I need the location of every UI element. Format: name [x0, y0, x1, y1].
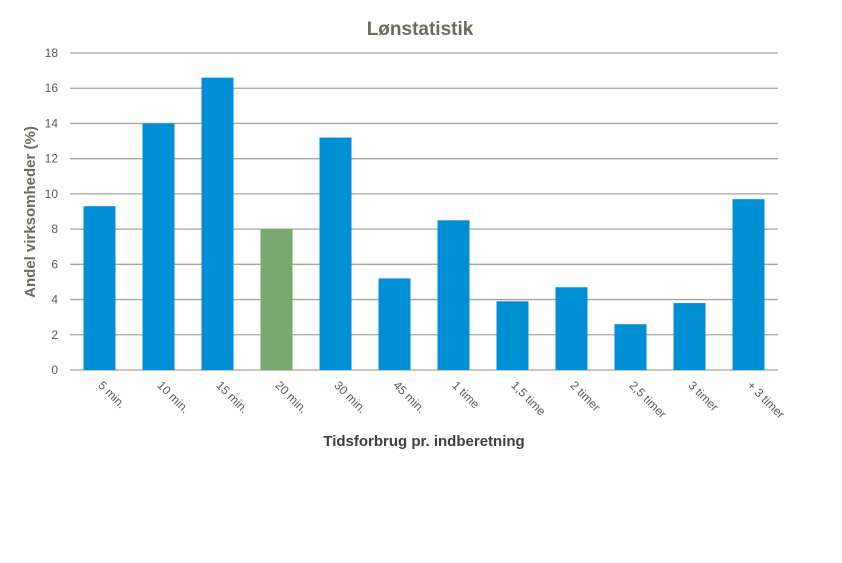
bar	[260, 229, 293, 370]
bar	[496, 301, 529, 370]
bar	[142, 123, 175, 370]
bar	[201, 77, 234, 371]
y-tick-label: 2	[51, 328, 58, 342]
y-axis-label: Andel virksomheder (%)	[22, 126, 39, 298]
x-tick-label: 30 min.	[331, 378, 369, 416]
bar	[437, 220, 470, 370]
x-tick-label: 15 min.	[213, 378, 251, 416]
y-tick-label: 16	[45, 81, 59, 95]
x-tick-label: 45 min.	[390, 378, 428, 416]
bar	[673, 303, 706, 370]
y-tick-label: 6	[51, 257, 58, 271]
chart-title: Lønstatistik	[367, 19, 474, 40]
x-axis-label: Tidsforbrug pr. indberetning	[323, 433, 524, 450]
bar	[378, 278, 411, 370]
y-tick-label: 18	[45, 46, 59, 60]
x-tick-label: 10 min.	[154, 378, 192, 416]
x-tick-label: 2,5 timer	[626, 378, 669, 421]
bar	[83, 206, 116, 370]
x-tick-label: + 3 timer	[744, 378, 787, 421]
x-tick-label: 3 timer	[685, 378, 721, 414]
bar	[614, 324, 647, 370]
x-tick-label: 1,5 time	[508, 378, 548, 418]
y-tick-label: 14	[45, 116, 59, 130]
bar	[319, 137, 352, 370]
x-tick-label: 20 min.	[272, 378, 310, 416]
y-tick-label: 12	[45, 152, 59, 166]
y-tick-label: 10	[45, 187, 59, 201]
x-tick-label: 2 timer	[567, 378, 603, 414]
y-tick-label: 4	[51, 293, 58, 307]
bar	[555, 287, 588, 370]
bar	[732, 199, 765, 370]
y-tick-label: 8	[51, 222, 58, 236]
y-tick-label: 0	[51, 363, 58, 377]
x-tick-label: 1 time	[449, 378, 482, 411]
x-tick-label: 5 min.	[95, 378, 128, 411]
